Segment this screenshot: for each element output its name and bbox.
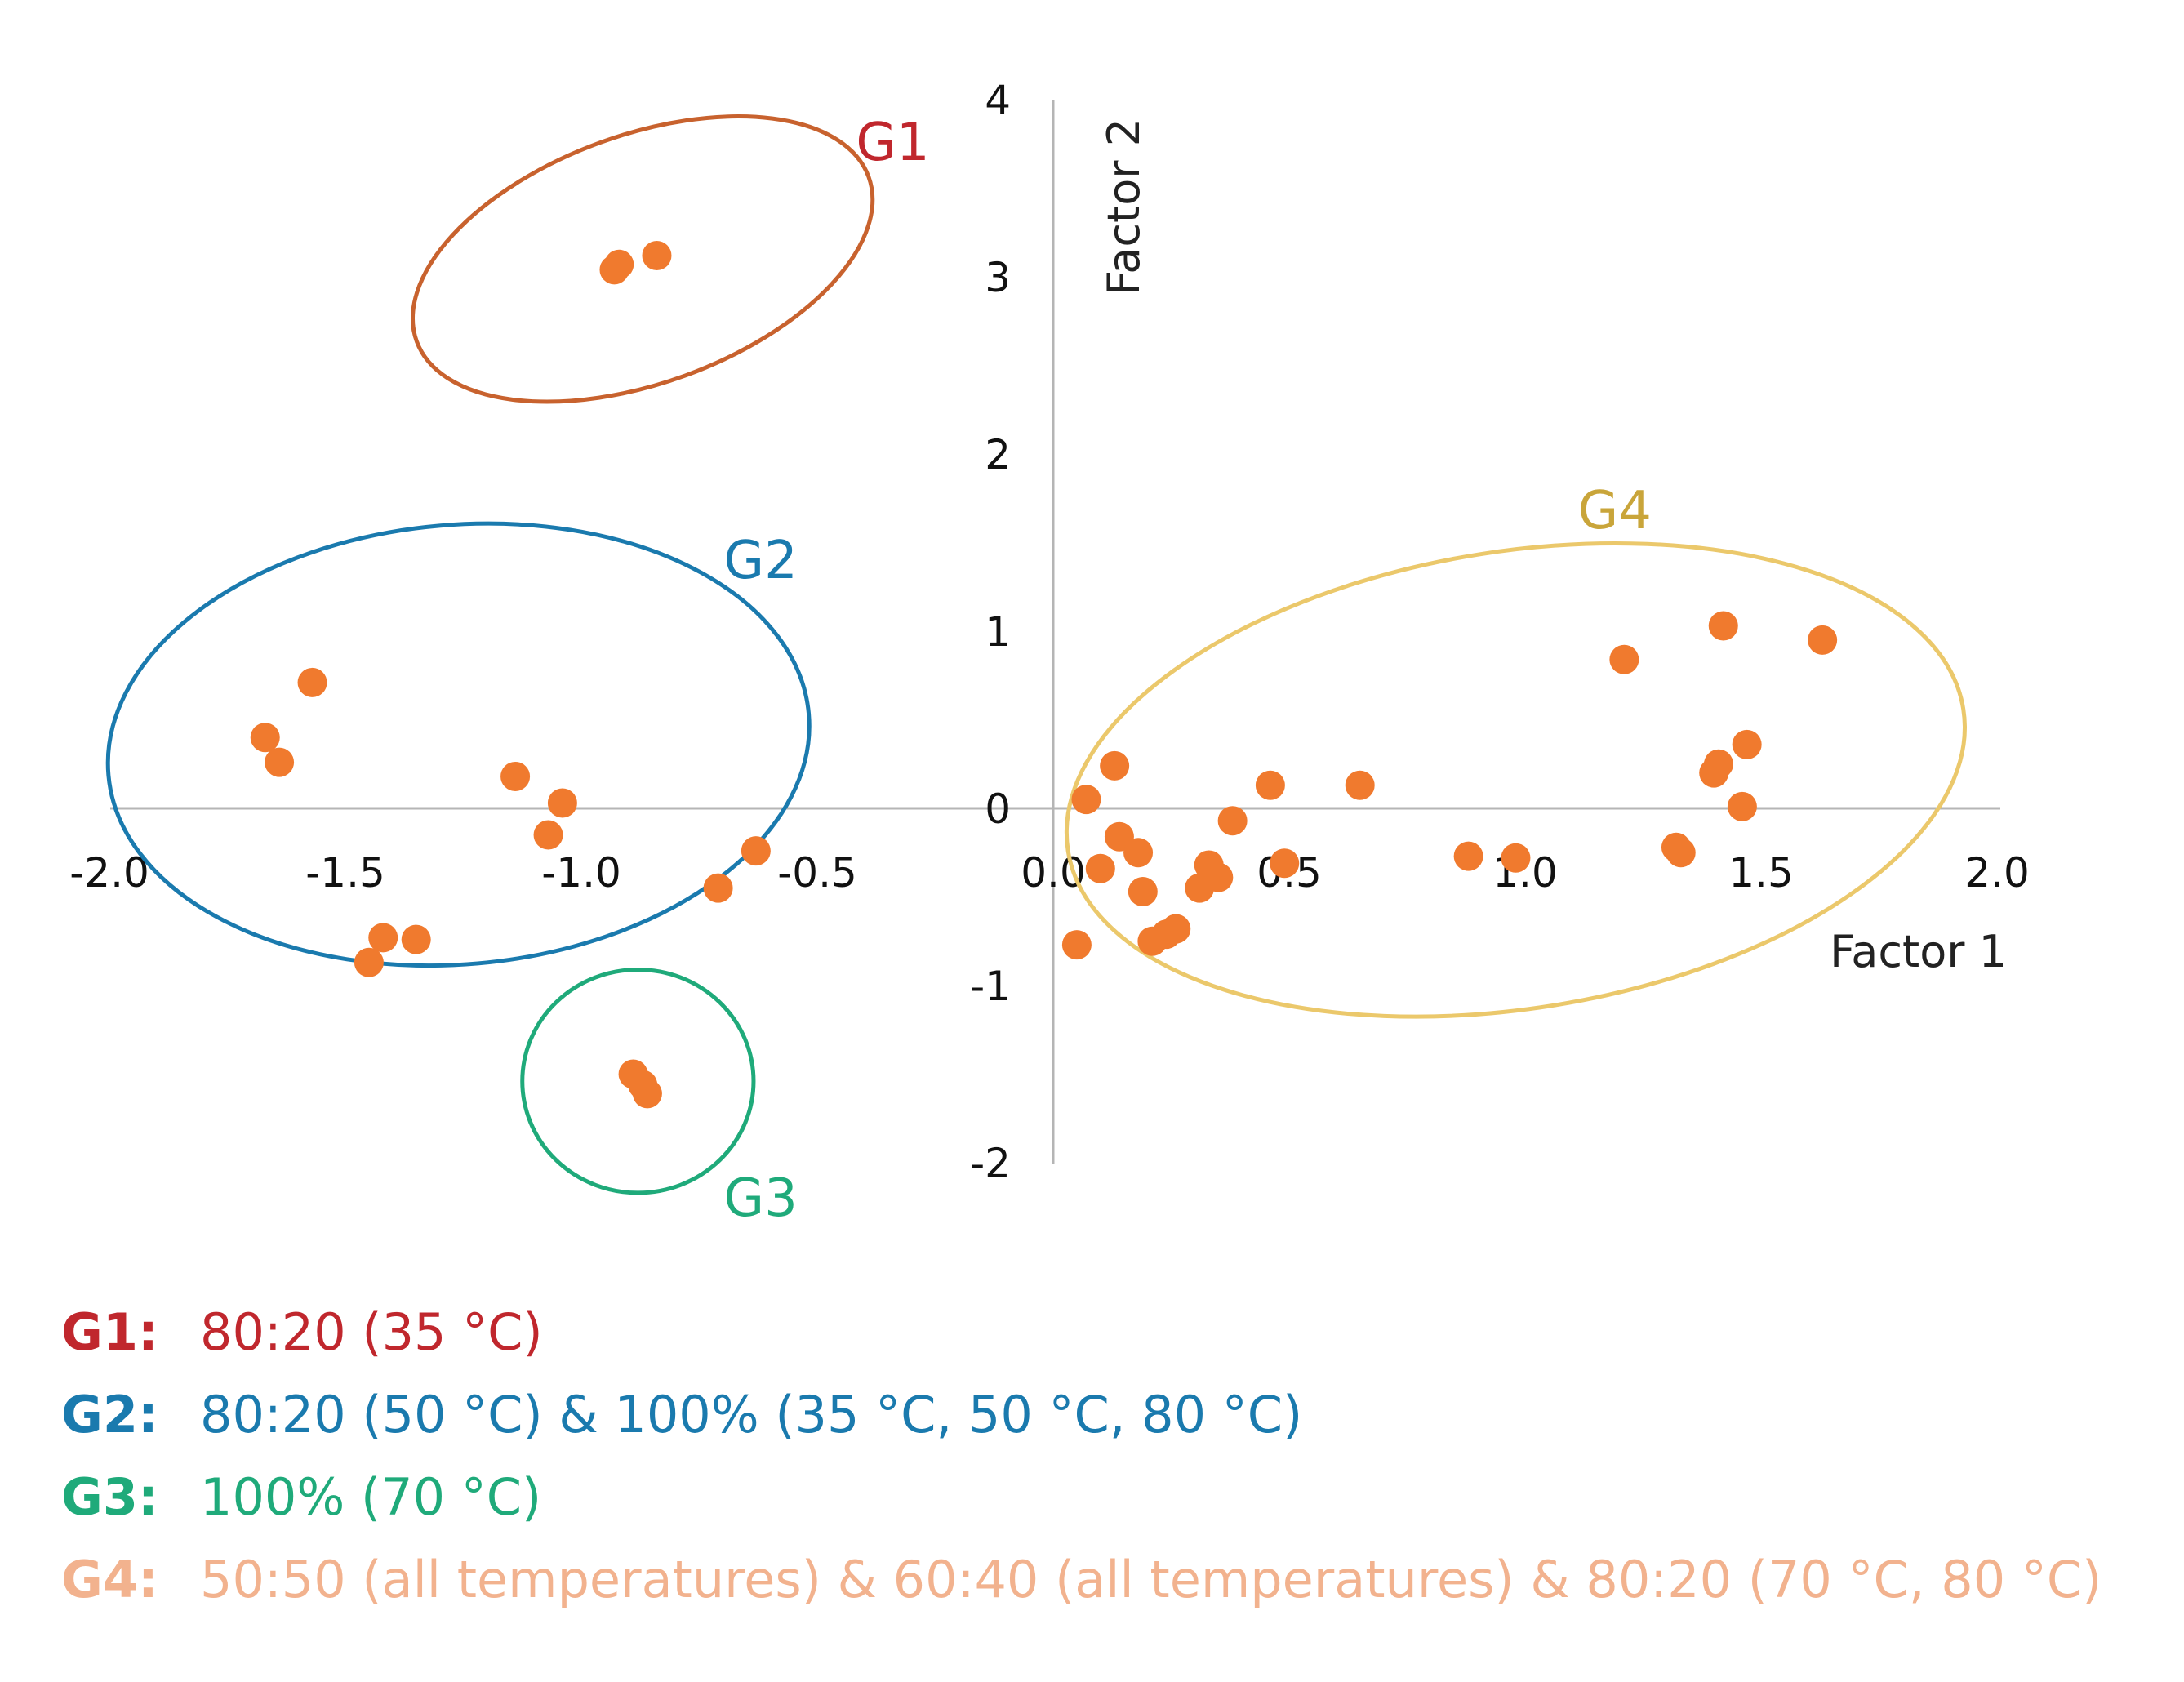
legend-text-g4: 50:50 (all temperatures) & 60:40 (all te… xyxy=(200,1550,2102,1609)
legend-text-g3: 100% (70 °C) xyxy=(200,1467,542,1527)
x-tick-label: -0.5 xyxy=(777,849,857,897)
y-tick-label: 0 xyxy=(985,785,1011,833)
group-labels: G1 G2 G3 G4 xyxy=(723,113,1651,1229)
x-axis-title: Factor 1 xyxy=(1830,926,2007,977)
y-tick-label: -2 xyxy=(970,1140,1011,1187)
data-point xyxy=(1061,930,1092,960)
data-point xyxy=(354,947,384,977)
group-label-g3: G3 xyxy=(723,1168,797,1229)
y-tick-label: 1 xyxy=(985,608,1011,656)
data-points xyxy=(250,240,1838,1109)
data-point xyxy=(1270,848,1300,879)
x-tick-label: -1.0 xyxy=(541,849,621,897)
data-point xyxy=(1128,876,1158,906)
data-point xyxy=(642,240,672,270)
data-point xyxy=(1699,758,1729,788)
group-label-g2: G2 xyxy=(723,531,797,591)
data-point xyxy=(1808,625,1838,655)
group-ellipses xyxy=(105,114,1967,1195)
x-tick-label: 2.0 xyxy=(1964,849,2030,897)
legend-key-g4: G4: xyxy=(61,1550,158,1609)
y-tick-label: 3 xyxy=(985,254,1011,301)
group-ellipse-g4 xyxy=(1064,541,1967,1019)
data-point xyxy=(250,723,280,753)
data-point xyxy=(1217,806,1248,836)
group-label-g1: G1 xyxy=(856,113,929,173)
data-point xyxy=(1666,838,1696,868)
data-point xyxy=(1708,611,1738,641)
group-label-g4: G4 xyxy=(1578,481,1652,541)
y-tick-labels: 4 3 2 1 0 -1 -2 xyxy=(970,77,1011,1187)
legend-key-g3: G3: xyxy=(61,1467,158,1527)
data-point xyxy=(547,788,577,818)
legend-key-g1: G1: xyxy=(61,1302,158,1362)
legend-text-g2: 80:20 (50 °C) & 100% (35 °C, 50 °C, 80 °… xyxy=(200,1385,1303,1444)
x-tick-label: -2.0 xyxy=(69,849,149,897)
data-point xyxy=(1255,770,1285,800)
legend-row-g2: G2: 80:20 (50 °C) & 100% (35 °C, 50 °C, … xyxy=(61,1385,2151,1467)
axes xyxy=(110,100,2000,1164)
data-point xyxy=(1100,750,1130,781)
legend-text-g1: 80:20 (35 °C) xyxy=(200,1302,543,1362)
data-point xyxy=(533,820,563,850)
data-point xyxy=(401,924,431,954)
data-point xyxy=(703,873,733,903)
y-tick-label: 4 xyxy=(985,77,1011,124)
data-point xyxy=(368,923,398,953)
data-point xyxy=(1732,729,1762,759)
data-point xyxy=(265,747,295,777)
legend-key-g2: G2: xyxy=(61,1385,158,1444)
y-tick-label: -1 xyxy=(970,963,1011,1010)
legend-row-g1: G1: 80:20 (35 °C) xyxy=(61,1302,2151,1385)
data-point xyxy=(1123,838,1154,868)
data-point xyxy=(1203,862,1234,892)
data-point xyxy=(1609,644,1639,674)
y-axis-title: Factor 2 xyxy=(1098,118,1150,296)
legend-row-g4: G4: 50:50 (all temperatures) & 60:40 (al… xyxy=(61,1550,2151,1632)
data-point xyxy=(1727,791,1757,821)
data-point xyxy=(1161,914,1191,944)
data-point xyxy=(1453,841,1483,871)
group-ellipse-g3 xyxy=(520,967,756,1195)
x-tick-labels: -2.0-1.5-1.0-0.50.00.51.01.52.0 xyxy=(69,849,2030,897)
x-tick-label: 1.5 xyxy=(1728,849,1794,897)
data-point xyxy=(1501,843,1531,873)
y-tick-label: 2 xyxy=(985,431,1011,478)
x-tick-label: 0.0 xyxy=(1021,849,1086,897)
group-legend: G1: 80:20 (35 °C) G2: 80:20 (50 °C) & 10… xyxy=(61,1302,2151,1632)
data-point xyxy=(1345,770,1375,800)
data-point xyxy=(1085,853,1115,883)
data-point xyxy=(741,836,771,866)
data-point xyxy=(599,255,629,285)
data-point xyxy=(632,1079,662,1109)
group-ellipse-g2 xyxy=(105,521,812,968)
group-ellipse-g1 xyxy=(411,114,875,404)
x-tick-label: -1.5 xyxy=(305,849,385,897)
data-point xyxy=(500,761,531,791)
legend-row-g3: G3: 100% (70 °C) xyxy=(61,1467,2151,1550)
data-point xyxy=(297,667,327,697)
data-point xyxy=(1071,785,1101,815)
